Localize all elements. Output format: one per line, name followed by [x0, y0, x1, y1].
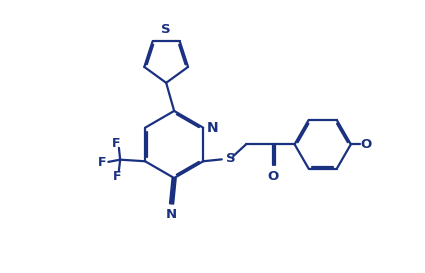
Text: S: S: [226, 152, 236, 165]
Text: F: F: [98, 156, 107, 169]
Text: F: F: [112, 136, 121, 150]
Text: S: S: [162, 23, 171, 36]
Text: F: F: [113, 170, 121, 183]
Text: N: N: [207, 121, 219, 135]
Text: O: O: [360, 138, 372, 151]
Text: O: O: [268, 170, 279, 183]
Text: N: N: [166, 208, 177, 221]
